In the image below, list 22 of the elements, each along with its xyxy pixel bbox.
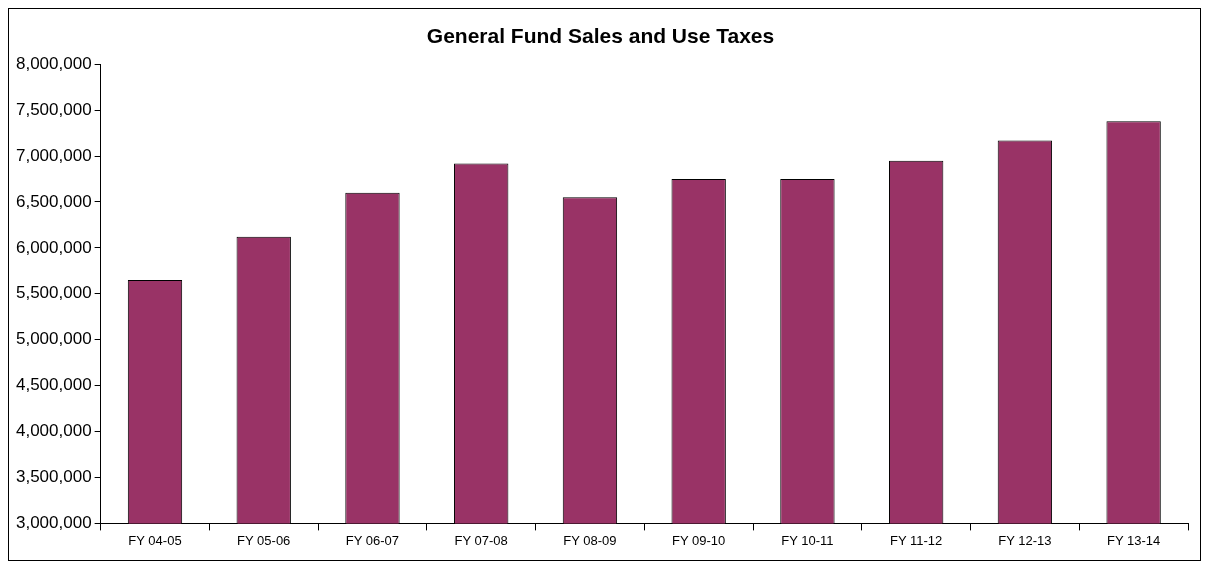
x-tick-label: FY 08-09 (563, 532, 617, 548)
y-tick-label: 3,500,000 (15, 467, 92, 487)
x-tick-label: FY 12-13 (998, 532, 1052, 548)
y-tick-label: 6,000,000 (15, 237, 92, 257)
y-tick-label: 7,000,000 (15, 145, 92, 165)
x-tick-label: FY 05-06 (237, 532, 291, 548)
y-tick-label: 5,500,000 (15, 283, 92, 303)
x-tick-label: FY 10-11 (781, 532, 834, 548)
x-tick-label: FY 07-08 (454, 532, 508, 548)
x-tick-label: FY 09-10 (672, 532, 726, 548)
chart-title: General Fund Sales and Use Taxes (426, 24, 775, 48)
x-tick-label: FY 13-14 (1107, 532, 1161, 548)
y-tick-label: 6,500,000 (15, 191, 92, 211)
x-tick-label: FY 11-12 (890, 532, 943, 548)
y-tick-label: 5,000,000 (15, 329, 92, 349)
y-tick-label: 4,500,000 (15, 375, 92, 395)
y-tick-label: 8,000,000 (15, 53, 92, 73)
y-tick-label: 4,000,000 (15, 421, 92, 441)
y-tick-label: 7,500,000 (15, 99, 92, 119)
x-tick-label: FY 04-05 (128, 532, 182, 548)
x-tick-label: FY 06-07 (345, 532, 400, 548)
y-tick-label: 3,000,000 (15, 513, 92, 533)
